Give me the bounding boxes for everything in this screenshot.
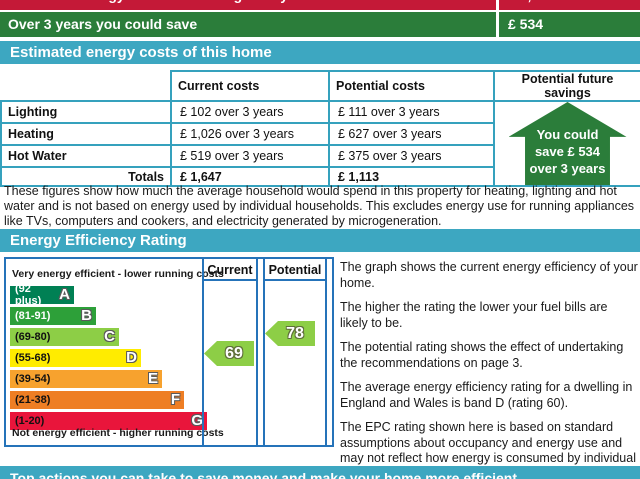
heating-current-cost: £ 1,026 over 3 years xyxy=(170,122,330,146)
band-range-label: (69-80) xyxy=(15,331,51,343)
band-range-label: (21-38) xyxy=(15,394,51,406)
savings-banner-label: Over 3 years you could save xyxy=(8,16,198,32)
totals-potential: £ 1,113 xyxy=(328,166,495,187)
totals-label: Totals xyxy=(0,166,172,187)
rating-paragraph: The higher the rating the lower your fue… xyxy=(340,300,608,330)
band-letter: B xyxy=(81,307,92,324)
savings-house-arrow-icon: You could save £ 534 over 3 years xyxy=(508,103,627,184)
rating-band-e: (39-54) E xyxy=(10,370,162,388)
band-range-label: (92 plus) xyxy=(15,283,42,307)
table-row: Heating £ 1,026 over 3 years £ 627 over … xyxy=(0,122,640,146)
hot-water-potential-cost: £ 375 over 3 years xyxy=(328,144,495,168)
rating-bands: (92 plus) A (81-91) B (69-80) C (55-68) … xyxy=(10,283,207,433)
rating-paragraph: The average energy efficiency rating for… xyxy=(340,380,633,410)
table-corner-blank xyxy=(1,71,171,101)
column-header-future-savings: Potential future savings xyxy=(493,70,640,102)
savings-callout-line: over 3 years xyxy=(529,161,606,176)
row-label-heating: Heating xyxy=(0,122,172,146)
table-row: Hot Water £ 519 over 3 years £ 375 over … xyxy=(0,144,640,168)
current-column-header: Current xyxy=(204,259,256,281)
costs-table: Current costs Potential costs Potential … xyxy=(0,70,640,187)
rating-band-g: (1-20) G xyxy=(10,412,207,430)
band-letter: G xyxy=(191,412,203,429)
current-rating-column: Current xyxy=(202,257,258,447)
chart-bottom-note: Not energy efficient - higher running co… xyxy=(12,427,224,439)
savings-callout-line: You could xyxy=(536,127,599,142)
banner-divider xyxy=(496,12,499,37)
heating-potential-cost: £ 627 over 3 years xyxy=(328,122,495,146)
potential-column-header: Potential xyxy=(265,259,325,281)
band-letter: E xyxy=(147,370,158,387)
band-range-label: (81-91) xyxy=(15,310,51,322)
estimated-costs-label: Estimated energy costs of dwelling for 3… xyxy=(8,0,317,3)
rating-section-title: Energy Efficiency Rating xyxy=(0,229,640,252)
rating-paragraph: The potential rating shows the effect of… xyxy=(340,340,624,370)
row-label-lighting: Lighting xyxy=(0,100,172,124)
band-range-label: (55-68) xyxy=(15,352,51,364)
rating-band-d: (55-68) D xyxy=(10,349,141,367)
potential-rating-column: Potential xyxy=(263,257,327,447)
totals-current: £ 1,647 xyxy=(170,166,330,187)
savings-callout-text: You could save £ 534 over 3 years xyxy=(509,126,627,177)
band-range-label: (1-20) xyxy=(15,415,45,427)
estimated-costs-banner: Estimated energy costs of dwelling for 3… xyxy=(0,0,640,10)
table-row-totals: Totals £ 1,647 £ 1,113 xyxy=(0,166,640,187)
row-label-hot-water: Hot Water xyxy=(0,144,172,168)
rating-band-c: (69-80) C xyxy=(10,328,119,346)
band-letter: C xyxy=(104,328,115,345)
potential-rating-value: 78 xyxy=(286,324,304,342)
banner-divider xyxy=(496,0,499,10)
lighting-current-cost: £ 102 over 3 years xyxy=(170,100,330,124)
rating-paragraph: The graph shows the current energy effic… xyxy=(340,260,638,290)
costs-disclaimer-text: These figures show how much the average … xyxy=(4,184,635,228)
chart-top-note: Very energy efficient - lower running co… xyxy=(12,268,224,280)
band-range-label: (39-54) xyxy=(15,373,51,385)
savings-banner-value: £ 534 xyxy=(508,16,544,32)
current-rating-value: 69 xyxy=(225,344,243,362)
energy-efficiency-chart: Very energy efficient - lower running co… xyxy=(4,257,334,447)
rating-band-b: (81-91) B xyxy=(10,307,96,325)
estimated-costs-value: £ 1,647 xyxy=(508,0,555,3)
rating-band-f: (21-38) F xyxy=(10,391,184,409)
band-letter: F xyxy=(170,391,180,408)
lighting-potential-cost: £ 111 over 3 years xyxy=(328,100,495,124)
column-header-potential-costs: Potential costs xyxy=(328,70,495,102)
rating-band-a: (92 plus) A xyxy=(10,283,74,307)
costs-section-title: Estimated energy costs of this home xyxy=(0,41,640,64)
table-row: Lighting £ 102 over 3 years £ 111 over 3… xyxy=(0,100,640,187)
future-savings-cell: You could save £ 534 over 3 years xyxy=(493,100,640,187)
hot-water-current-cost: £ 519 over 3 years xyxy=(170,144,330,168)
column-header-current-costs: Current costs xyxy=(170,70,330,102)
band-letter: D xyxy=(126,349,137,366)
rating-explanation: The graph shows the current energy effic… xyxy=(340,260,638,479)
band-letter: A xyxy=(59,286,70,303)
savings-callout-line: save £ 534 xyxy=(534,144,601,159)
top-actions-banner: Top actions you can take to save money a… xyxy=(0,466,640,479)
savings-banner: Over 3 years you could save £ 534 xyxy=(0,12,640,37)
